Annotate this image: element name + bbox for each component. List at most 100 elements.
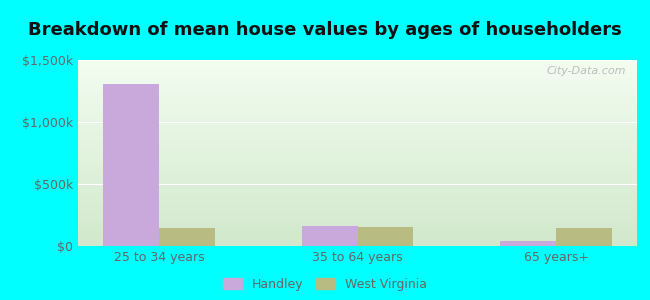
Bar xyxy=(78,138,637,139)
Bar xyxy=(78,125,637,126)
Bar xyxy=(78,72,637,73)
Bar xyxy=(78,180,637,181)
Bar xyxy=(78,185,637,187)
Bar xyxy=(78,120,637,122)
Bar xyxy=(78,192,637,193)
Bar xyxy=(78,123,637,124)
Bar xyxy=(78,81,637,82)
Bar xyxy=(78,197,637,198)
Bar xyxy=(78,75,637,76)
Bar xyxy=(78,184,637,185)
Bar xyxy=(78,149,637,150)
Bar xyxy=(78,96,637,97)
Bar xyxy=(78,99,637,100)
Bar xyxy=(78,190,637,191)
Bar xyxy=(78,70,637,71)
Bar xyxy=(78,136,637,137)
Bar xyxy=(78,179,637,180)
Bar xyxy=(78,238,637,239)
Bar xyxy=(78,109,637,110)
Bar xyxy=(78,114,637,115)
Bar xyxy=(78,172,637,173)
Bar xyxy=(78,134,637,135)
Bar xyxy=(78,181,637,182)
Bar xyxy=(78,151,637,152)
Bar xyxy=(78,148,637,149)
Bar xyxy=(78,60,637,61)
Bar xyxy=(78,160,637,161)
Bar xyxy=(78,239,637,240)
Bar xyxy=(78,67,637,68)
Bar xyxy=(78,154,637,155)
Bar xyxy=(78,237,637,238)
Bar xyxy=(78,88,637,89)
Bar xyxy=(78,187,637,188)
Bar xyxy=(78,122,637,123)
Bar xyxy=(78,202,637,203)
Bar xyxy=(78,147,637,148)
Bar xyxy=(78,62,637,63)
Bar xyxy=(78,103,637,104)
Bar xyxy=(78,155,637,156)
Bar xyxy=(78,61,637,62)
Bar xyxy=(78,161,637,162)
Bar xyxy=(78,176,637,177)
Bar xyxy=(78,208,637,209)
Bar xyxy=(78,73,637,74)
Bar xyxy=(78,95,637,96)
Bar xyxy=(78,199,637,200)
Bar xyxy=(358,227,413,246)
Bar xyxy=(78,216,637,217)
Bar xyxy=(78,111,637,112)
Bar xyxy=(78,245,637,246)
Bar xyxy=(78,234,637,235)
Bar xyxy=(78,63,637,64)
Bar xyxy=(78,105,637,106)
Bar xyxy=(78,82,637,83)
Bar xyxy=(78,224,637,225)
Bar xyxy=(78,182,637,183)
Bar xyxy=(78,116,637,117)
Bar xyxy=(78,132,637,133)
Bar xyxy=(78,106,637,107)
Bar xyxy=(78,113,637,114)
Bar xyxy=(78,131,637,132)
Bar xyxy=(78,137,637,138)
Bar xyxy=(78,226,637,227)
Bar xyxy=(78,189,637,190)
Bar xyxy=(78,174,637,175)
Bar xyxy=(78,198,637,199)
Bar xyxy=(78,240,637,241)
Bar xyxy=(78,215,637,216)
Bar xyxy=(78,157,637,158)
Bar xyxy=(78,128,637,129)
Bar xyxy=(78,200,637,201)
Bar xyxy=(78,230,637,231)
Bar xyxy=(78,219,637,220)
Bar xyxy=(78,188,637,189)
Bar xyxy=(78,87,637,88)
Bar xyxy=(78,130,637,131)
Bar xyxy=(78,115,637,116)
Bar xyxy=(556,228,612,246)
Bar xyxy=(78,124,637,125)
Bar xyxy=(78,78,637,79)
Bar xyxy=(78,220,637,221)
Bar xyxy=(78,102,637,103)
Bar xyxy=(78,117,637,118)
Bar xyxy=(78,166,637,167)
Bar xyxy=(78,126,637,127)
Bar xyxy=(78,228,637,229)
Bar xyxy=(78,140,637,141)
Bar xyxy=(78,222,637,223)
Bar xyxy=(78,227,637,228)
Bar xyxy=(78,89,637,90)
Bar xyxy=(78,69,637,70)
Bar xyxy=(78,223,637,224)
Bar xyxy=(78,233,637,234)
Bar xyxy=(78,150,637,151)
Bar xyxy=(78,212,637,214)
Legend: Handley, West Virginia: Handley, West Virginia xyxy=(223,278,427,291)
Bar xyxy=(78,97,637,98)
Bar xyxy=(78,146,637,147)
